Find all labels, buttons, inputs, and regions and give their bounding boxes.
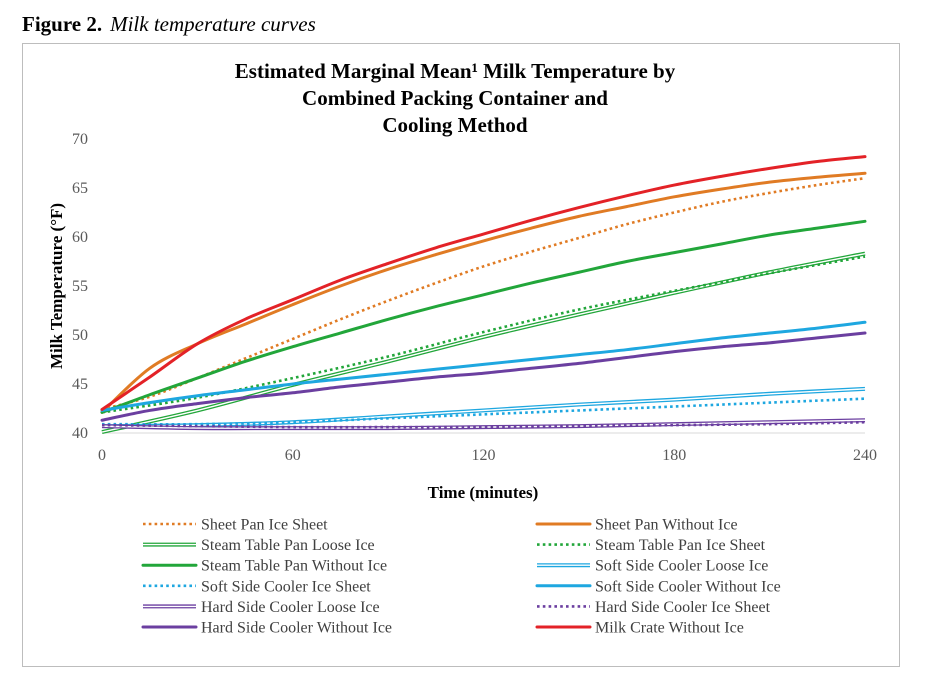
x-axis-ticks: 0 60 120 180 240 (98, 447, 877, 464)
legend-label: Steam Table Pan Without Ice (201, 558, 387, 575)
series-lines (100, 155, 867, 434)
figure-number: Figure 2. (22, 12, 103, 36)
x-tick-label: 180 (662, 447, 686, 464)
chart-frame (22, 43, 900, 667)
y-tick-label: 40 (72, 425, 88, 442)
y-tick-label: 45 (72, 376, 88, 393)
legend-label: Steam Table Pan Loose Ice (201, 537, 375, 554)
chart-title-line-3: Cooling Method (382, 113, 528, 137)
legend-item-soft-side-cooler-ice-sheet: Soft Side Cooler Ice Sheet (143, 578, 371, 595)
legend-item-steam-table-pan-loose-ice: Steam Table Pan Loose Ice (143, 537, 375, 554)
x-tick-label: 60 (285, 447, 301, 464)
legend-item-milk-crate-without-ice: Milk Crate Without Ice (535, 620, 744, 637)
series-line-soft-side-cooler-ice-sheet (101, 397, 866, 426)
legend-item-hard-side-cooler-ice-sheet: Hard Side Cooler Ice Sheet (537, 599, 771, 616)
legend-item-sheet-pan-ice-sheet: Sheet Pan Ice Sheet (143, 517, 328, 534)
legend: Sheet Pan Ice Sheet Sheet Pan Without Ice… (141, 517, 781, 637)
series-line-hard-side-cooler-without-ice (100, 331, 867, 422)
y-tick-label: 50 (72, 327, 88, 344)
legend-item-sheet-pan-without-ice: Sheet Pan Without Ice (535, 517, 738, 534)
series-line-steam-table-pan-ice-sheet (101, 255, 866, 414)
legend-label: Hard Side Cooler Without Ice (201, 620, 392, 637)
x-tick-label: 120 (472, 447, 496, 464)
legend-item-steam-table-pan-without-ice: Steam Table Pan Without Ice (141, 558, 387, 575)
figure-caption-text: Milk temperature curves (110, 12, 316, 36)
y-axis-label: Milk Temperature (°F) (47, 203, 66, 369)
legend-label: Steam Table Pan Ice Sheet (595, 537, 766, 554)
legend-label: Sheet Pan Without Ice (595, 517, 738, 534)
figure-caption: Figure 2. Milk temperature curves (22, 12, 316, 37)
series-line-hard-side-cooler-loose-ice (101, 418, 866, 431)
series-line-sheet-pan-without-ice (100, 171, 867, 414)
legend-item-hard-side-cooler-loose-ice: Hard Side Cooler Loose Ice (143, 599, 380, 616)
x-tick-label: 0 (98, 447, 106, 464)
chart-title-line-2: Combined Packing Container and (302, 86, 608, 110)
legend-item-hard-side-cooler-without-ice: Hard Side Cooler Without Ice (141, 620, 392, 637)
legend-label: Soft Side Cooler Loose Ice (595, 558, 768, 575)
series-line-steam-table-pan-without-ice (100, 219, 867, 414)
y-tick-label: 65 (72, 180, 88, 197)
y-axis-ticks: 40 45 50 55 60 65 70 (72, 131, 88, 442)
legend-label: Soft Side Cooler Ice Sheet (201, 578, 371, 595)
legend-label: Sheet Pan Ice Sheet (201, 517, 328, 534)
legend-item-soft-side-cooler-loose-ice: Soft Side Cooler Loose Ice (537, 558, 768, 575)
y-tick-label: 55 (72, 278, 88, 295)
x-axis-label: Time (minutes) (428, 483, 539, 502)
legend-label: Soft Side Cooler Without Ice (595, 578, 781, 595)
series-line-milk-crate-without-ice (100, 155, 867, 411)
series-line-steam-table-pan-loose-ice (101, 251, 866, 434)
legend-label: Hard Side Cooler Loose Ice (201, 599, 380, 616)
legend-label: Milk Crate Without Ice (595, 620, 744, 637)
chart-title-line-1: Estimated Marginal Mean¹ Milk Temperatur… (235, 59, 676, 83)
y-tick-label: 70 (72, 131, 88, 148)
y-tick-label: 60 (72, 229, 88, 246)
legend-item-soft-side-cooler-without-ice: Soft Side Cooler Without Ice (535, 578, 781, 595)
chart-title: Estimated Marginal Mean¹ Milk Temperatur… (235, 59, 676, 137)
legend-label: Hard Side Cooler Ice Sheet (595, 599, 771, 616)
x-tick-label: 240 (853, 447, 877, 464)
series-line-hard-side-cooler-ice-sheet (101, 420, 866, 429)
series-line-soft-side-cooler-without-ice (100, 320, 867, 412)
series-line-sheet-pan-ice-sheet (101, 176, 866, 411)
legend-item-steam-table-pan-ice-sheet: Steam Table Pan Ice Sheet (537, 537, 766, 554)
